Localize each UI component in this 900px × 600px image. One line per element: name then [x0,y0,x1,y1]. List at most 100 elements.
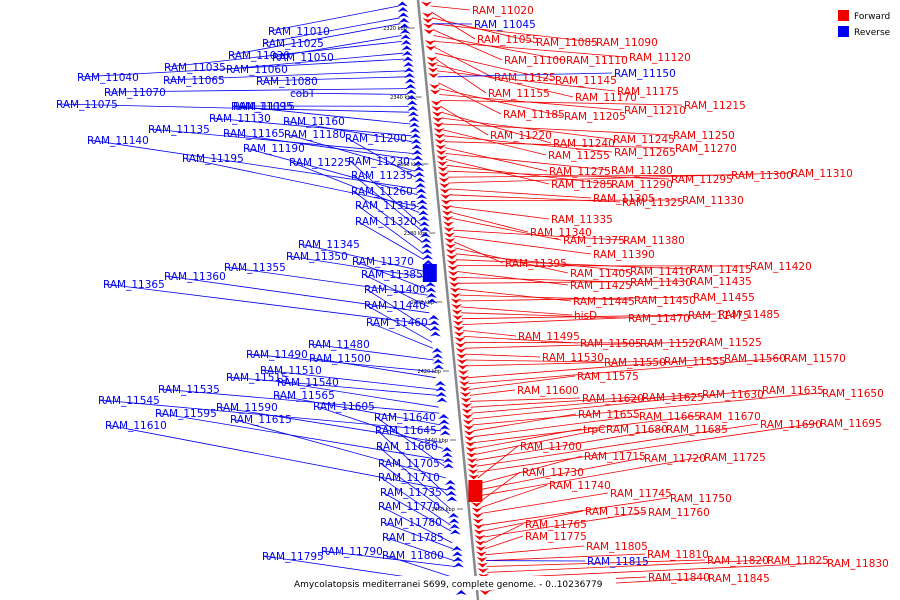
gene-label: RAM_11670 [699,411,761,423]
label-lines [57,5,826,591]
label-leader [261,369,437,390]
label-leader [486,553,646,561]
gene-arrow [434,133,446,139]
label-leader [156,412,445,461]
label-leader [244,147,418,196]
gene-arrow [459,386,471,392]
gene-label: RAM_11400 [364,284,426,296]
gene-arrow [472,513,484,518]
label-leader [476,423,759,467]
label-leader [431,17,535,43]
label-leader [450,199,681,202]
caption-background [288,576,616,590]
gene-label: RAM_11490 [246,349,308,361]
gene-arrow [448,513,460,518]
gene-label: RAM_11550 [604,357,666,369]
label-leader [459,294,633,301]
gene-arrow [436,161,448,166]
label-leader [217,406,443,443]
gene-label: RAM_11575 [577,371,639,383]
label-leader [477,422,819,473]
label-leader [159,388,440,414]
gene-label: RAM_11505 [580,338,642,350]
gene-label: RAM_11735 [380,487,442,499]
gene-arrow [446,254,458,260]
gene-label: RAM_11235 [351,170,413,182]
gene-label: RAM_11345 [298,239,360,251]
tick-label: 2360 kbp [397,162,421,168]
gene-label: RAM_11805 [586,541,648,553]
gene-label: RAM_11455 [693,292,755,304]
gene-label: RAM_11470 [628,313,690,325]
label-leader [438,88,563,117]
tick-label: 2380 kbp [404,231,428,237]
gene-arrow [455,342,466,348]
label-leader [284,120,413,143]
gene-arrow [448,518,460,524]
gene-arrow [450,293,462,298]
gene-arrow [433,122,444,128]
genome-caption: Amycolatopsis mediterranei S699, complet… [294,580,603,590]
gene-label: RAM_11425 [570,280,632,292]
gene-label: RAM_11165 [223,128,285,140]
gene-label: RAM_11330 [682,195,744,207]
gene-arrow [460,397,472,403]
gene-label: RAM_11035 [164,62,226,74]
gene-arrow [442,216,454,221]
label-leader [458,280,689,284]
legend: Forward Reverse [838,10,891,38]
label-leader [432,29,503,61]
gene-label: RAM_11355 [224,262,286,274]
gene-arrow [420,238,432,243]
gene-label: RAM_11060 [226,64,288,76]
gene-arrow [451,546,463,551]
gene-label: RAM_11320 [355,216,417,228]
label-leader [475,428,605,455]
label-leader [471,393,701,414]
legend-forward-label: Forward [854,12,890,22]
gene-arrow [453,326,465,331]
gene-label: RAM_11830 [827,558,889,570]
gene-arrow [442,221,454,227]
gene-arrow [466,458,478,463]
label-leader [460,296,692,302]
gene-label: RAM_11290 [611,179,673,191]
label-leader [445,153,610,171]
gene-arrow [422,260,434,265]
label-leader [461,312,627,319]
label-leader [263,17,400,44]
gene-arrow [479,590,491,595]
gene-label: hisD [574,310,597,322]
gene-label: RAM_11615 [230,414,292,426]
label-leader [227,52,404,70]
gene-label: RAM_11125 [494,72,556,84]
label-leader [164,70,406,81]
gene-label: RAM_11030 [228,50,290,62]
gene-label: RAM_11180 [284,129,346,141]
gene-label: RAM_11430 [630,277,692,289]
label-leader [470,397,581,402]
gene-label: RAM_11535 [158,384,220,396]
label-leader [375,416,445,467]
gene-label: RAM_11185 [503,109,565,121]
gene-arrow [477,562,488,568]
gene-label: RAM_11250 [673,130,735,142]
label-leader [356,204,424,255]
gene-label: RAM_11360 [164,271,226,283]
label-leader [227,376,438,396]
gene-arrow [448,282,460,287]
label-leader [234,105,411,125]
gene-arrow [439,188,451,194]
gene-label: RAM_11600 [517,385,579,397]
gene-arrow [450,298,462,304]
label-leader [438,82,502,115]
gene-arrow [414,177,426,183]
label-leader [464,341,699,349]
label-leader [165,41,403,68]
label-leader [447,174,730,178]
gene-label: RAM_11705 [378,458,440,470]
label-leader [440,100,683,106]
gene-label: RAM_11365 [103,279,165,291]
gene-arrow [453,562,464,568]
label-leader [441,111,552,144]
